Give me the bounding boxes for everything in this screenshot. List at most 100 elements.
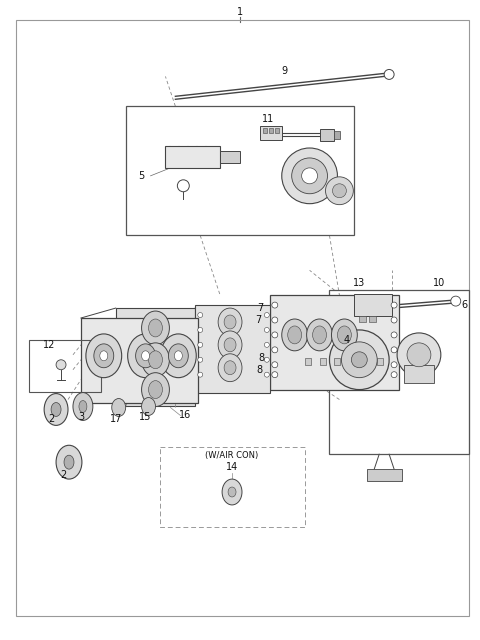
Text: 2: 2 (60, 470, 66, 480)
Text: 7: 7 (255, 315, 261, 325)
Ellipse shape (142, 311, 169, 345)
Circle shape (391, 347, 397, 353)
Ellipse shape (407, 343, 431, 367)
Text: 4: 4 (343, 335, 349, 345)
Circle shape (272, 317, 278, 323)
Bar (270, 295, 399, 390)
Text: 8: 8 (259, 353, 265, 363)
Text: 7: 7 (257, 303, 263, 313)
Text: 14: 14 (226, 462, 238, 472)
Bar (116, 308, 195, 406)
Circle shape (198, 357, 203, 362)
Bar (349, 358, 355, 365)
Circle shape (264, 342, 269, 348)
Circle shape (198, 342, 203, 348)
Ellipse shape (142, 372, 169, 406)
Bar (263, 128, 267, 133)
Circle shape (391, 372, 397, 378)
Ellipse shape (301, 168, 318, 184)
Ellipse shape (329, 330, 389, 390)
Circle shape (198, 328, 203, 332)
Circle shape (272, 372, 278, 378)
Ellipse shape (86, 334, 122, 378)
Bar (305, 358, 311, 365)
Bar (335, 131, 340, 139)
Circle shape (391, 332, 397, 338)
Text: 2: 2 (48, 415, 54, 424)
Text: 17: 17 (109, 415, 122, 424)
Bar (367, 469, 402, 481)
Text: 9: 9 (282, 67, 288, 76)
Bar (364, 358, 370, 365)
Bar (404, 365, 434, 383)
Bar (275, 128, 279, 133)
Text: 15: 15 (139, 412, 152, 422)
Ellipse shape (56, 445, 82, 479)
Bar (335, 358, 340, 365)
Bar (166, 146, 220, 168)
Ellipse shape (142, 351, 150, 361)
Text: (W/AIR CON): (W/AIR CON) (205, 451, 259, 460)
Circle shape (272, 332, 278, 338)
Text: 11: 11 (262, 114, 274, 124)
Ellipse shape (307, 319, 333, 351)
Ellipse shape (312, 326, 326, 344)
Bar (320, 129, 335, 141)
Ellipse shape (148, 351, 162, 369)
Bar (160, 447, 305, 527)
Ellipse shape (100, 351, 108, 361)
Circle shape (264, 372, 269, 377)
Ellipse shape (337, 326, 351, 344)
Ellipse shape (44, 394, 68, 426)
Bar (195, 305, 270, 392)
Circle shape (451, 296, 461, 306)
Circle shape (391, 362, 397, 368)
Circle shape (178, 180, 189, 192)
Ellipse shape (128, 334, 164, 378)
Ellipse shape (224, 338, 236, 352)
Circle shape (272, 302, 278, 308)
Circle shape (198, 372, 203, 377)
Ellipse shape (292, 158, 327, 194)
Ellipse shape (218, 308, 242, 336)
Ellipse shape (79, 401, 87, 412)
Ellipse shape (341, 342, 377, 378)
Ellipse shape (282, 319, 308, 351)
Ellipse shape (288, 326, 301, 344)
Circle shape (391, 302, 397, 308)
Ellipse shape (148, 319, 162, 337)
Ellipse shape (64, 455, 74, 469)
Bar (220, 151, 240, 163)
Bar (369, 316, 376, 322)
Bar (260, 126, 282, 140)
Ellipse shape (397, 333, 441, 377)
Text: 12: 12 (43, 340, 55, 350)
Text: 8: 8 (257, 365, 263, 374)
Circle shape (272, 362, 278, 368)
Text: 13: 13 (353, 278, 365, 288)
Ellipse shape (282, 148, 337, 204)
Ellipse shape (136, 344, 156, 368)
Circle shape (391, 317, 397, 323)
Text: 5: 5 (139, 171, 145, 181)
Circle shape (264, 357, 269, 362)
Bar (377, 358, 383, 365)
Ellipse shape (228, 487, 236, 497)
Ellipse shape (224, 361, 236, 374)
Circle shape (272, 347, 278, 353)
Circle shape (56, 360, 66, 370)
Ellipse shape (351, 352, 367, 368)
Bar (329, 290, 468, 454)
Circle shape (264, 328, 269, 332)
Ellipse shape (332, 319, 357, 351)
Ellipse shape (148, 381, 162, 399)
Ellipse shape (224, 315, 236, 329)
Ellipse shape (168, 344, 188, 368)
Bar (360, 316, 366, 322)
Ellipse shape (73, 392, 93, 420)
Ellipse shape (218, 331, 242, 359)
Bar (320, 358, 325, 365)
Circle shape (198, 312, 203, 317)
Text: 10: 10 (432, 278, 445, 288)
Text: 16: 16 (179, 410, 192, 420)
